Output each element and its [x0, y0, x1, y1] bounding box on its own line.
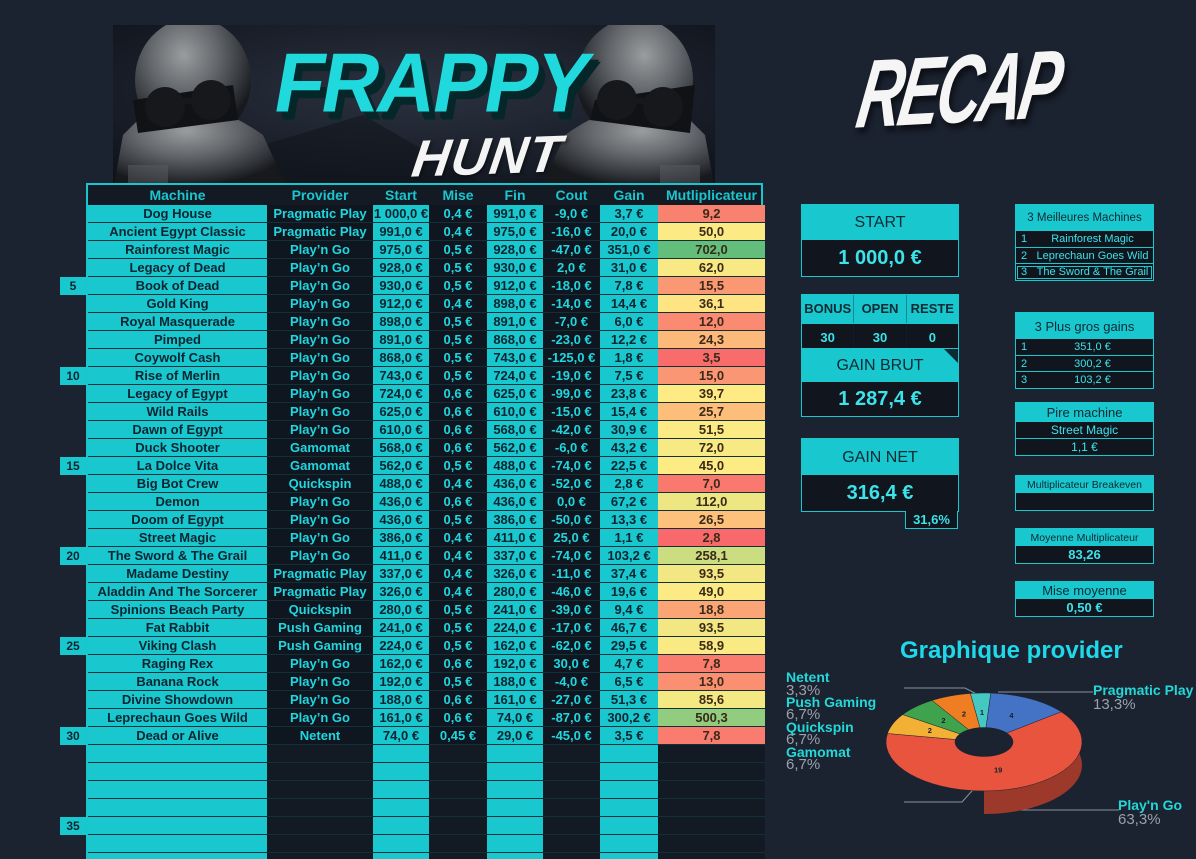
svg-text:2: 2 [962, 710, 966, 719]
svg-text:2: 2 [928, 726, 932, 735]
svg-text:2: 2 [941, 716, 945, 725]
svg-text:19: 19 [994, 765, 1002, 774]
svg-text:1: 1 [980, 708, 984, 717]
